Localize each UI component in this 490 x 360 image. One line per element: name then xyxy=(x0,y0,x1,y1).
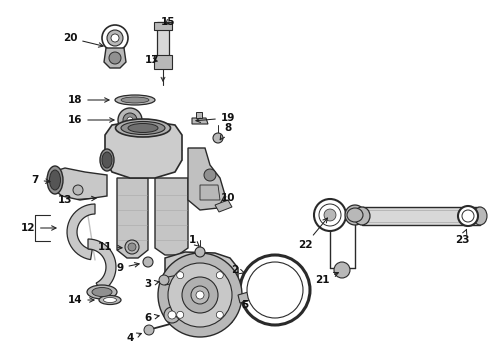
Circle shape xyxy=(213,133,223,143)
Circle shape xyxy=(158,253,242,337)
Circle shape xyxy=(102,25,128,51)
Polygon shape xyxy=(238,290,258,303)
Circle shape xyxy=(319,204,341,226)
Text: 8: 8 xyxy=(220,123,232,140)
Text: 9: 9 xyxy=(117,262,139,273)
Polygon shape xyxy=(104,48,126,68)
Bar xyxy=(157,22,169,67)
Circle shape xyxy=(164,307,180,323)
Circle shape xyxy=(177,272,184,279)
Text: 20: 20 xyxy=(63,33,103,47)
Text: 23: 23 xyxy=(455,229,469,245)
Text: 1: 1 xyxy=(188,235,199,246)
Text: 3: 3 xyxy=(145,279,159,289)
Circle shape xyxy=(73,185,83,195)
Circle shape xyxy=(247,262,303,318)
Circle shape xyxy=(458,206,478,226)
Text: 16: 16 xyxy=(68,115,114,125)
Polygon shape xyxy=(155,178,188,255)
Ellipse shape xyxy=(116,119,171,137)
Ellipse shape xyxy=(87,285,117,299)
Circle shape xyxy=(314,199,346,231)
Circle shape xyxy=(240,255,310,325)
Ellipse shape xyxy=(49,170,60,190)
Text: 21: 21 xyxy=(315,273,339,285)
Polygon shape xyxy=(215,200,232,212)
Circle shape xyxy=(109,52,121,64)
Circle shape xyxy=(123,113,137,127)
Text: 19: 19 xyxy=(196,113,235,123)
Circle shape xyxy=(111,34,119,42)
Ellipse shape xyxy=(354,207,370,225)
Ellipse shape xyxy=(473,207,487,225)
Polygon shape xyxy=(88,239,116,292)
Circle shape xyxy=(334,262,350,278)
Polygon shape xyxy=(52,168,107,200)
Circle shape xyxy=(204,169,216,181)
Ellipse shape xyxy=(121,97,149,103)
Text: 5: 5 xyxy=(242,300,248,310)
Polygon shape xyxy=(188,148,225,210)
Bar xyxy=(154,22,172,30)
Circle shape xyxy=(128,243,136,251)
Circle shape xyxy=(216,272,223,279)
Circle shape xyxy=(168,263,232,327)
Ellipse shape xyxy=(92,288,112,297)
Ellipse shape xyxy=(128,123,158,132)
Circle shape xyxy=(143,257,153,267)
Circle shape xyxy=(127,117,133,123)
Circle shape xyxy=(324,209,336,221)
Circle shape xyxy=(345,205,365,225)
Circle shape xyxy=(118,108,142,132)
Text: 11: 11 xyxy=(98,242,122,252)
Circle shape xyxy=(182,277,218,313)
Bar xyxy=(154,55,172,69)
Text: 18: 18 xyxy=(68,95,109,105)
Ellipse shape xyxy=(115,95,155,105)
Text: 4: 4 xyxy=(126,333,141,343)
Text: 22: 22 xyxy=(298,218,327,250)
Circle shape xyxy=(177,311,184,318)
Bar xyxy=(362,207,480,225)
Text: 17: 17 xyxy=(145,55,159,65)
Circle shape xyxy=(125,240,139,254)
Text: 10: 10 xyxy=(221,193,235,203)
Polygon shape xyxy=(165,252,238,332)
Ellipse shape xyxy=(100,149,114,171)
Polygon shape xyxy=(196,112,202,118)
Polygon shape xyxy=(67,204,95,260)
Circle shape xyxy=(462,210,474,222)
Ellipse shape xyxy=(99,296,121,305)
Ellipse shape xyxy=(47,166,63,194)
Polygon shape xyxy=(200,185,220,200)
Polygon shape xyxy=(163,275,180,285)
Circle shape xyxy=(196,291,204,299)
Circle shape xyxy=(144,325,154,335)
Circle shape xyxy=(216,311,223,318)
Text: 6: 6 xyxy=(145,313,159,323)
Circle shape xyxy=(107,30,123,46)
Text: 12: 12 xyxy=(21,223,56,233)
Ellipse shape xyxy=(102,152,112,168)
Polygon shape xyxy=(192,118,208,124)
Text: 14: 14 xyxy=(68,295,94,305)
Circle shape xyxy=(195,247,205,257)
Circle shape xyxy=(159,275,169,285)
Text: 2: 2 xyxy=(231,265,245,275)
Ellipse shape xyxy=(121,122,165,135)
Polygon shape xyxy=(117,178,148,258)
Ellipse shape xyxy=(103,297,117,302)
Circle shape xyxy=(168,311,176,319)
Ellipse shape xyxy=(347,208,363,222)
Text: 7: 7 xyxy=(31,175,50,185)
Circle shape xyxy=(191,286,209,304)
Polygon shape xyxy=(105,122,182,178)
Text: 13: 13 xyxy=(58,195,96,205)
Text: 15: 15 xyxy=(161,17,175,27)
